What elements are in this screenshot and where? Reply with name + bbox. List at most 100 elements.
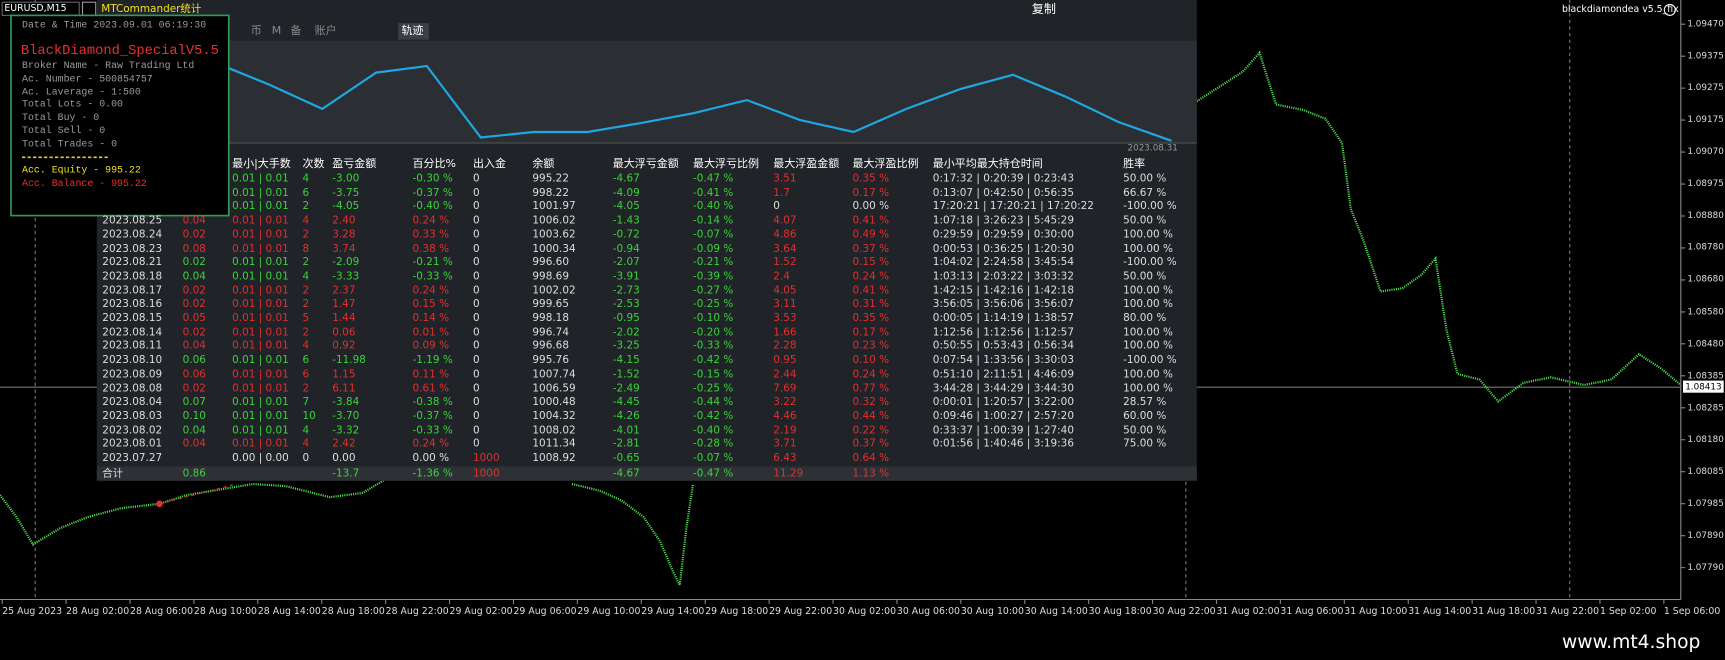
table-cell: -0.07 % bbox=[693, 228, 734, 241]
table-cell: 2 bbox=[302, 326, 310, 339]
table-cell: 0 bbox=[473, 284, 480, 297]
table-cell: 60.00 % bbox=[1123, 410, 1167, 423]
trade-marker bbox=[156, 500, 163, 508]
table-cell: 0.24 % bbox=[412, 214, 450, 227]
table-cell: 0.37 % bbox=[852, 242, 890, 255]
tab[interactable]: M bbox=[271, 25, 282, 38]
price-label: 1.08580 bbox=[1687, 306, 1724, 317]
time-label: 28 Aug 22:00 bbox=[385, 606, 449, 618]
table-cell: 0.07 bbox=[182, 396, 206, 409]
table-cell: 50.00 % bbox=[1123, 270, 1167, 283]
tab[interactable]: 币 bbox=[250, 25, 262, 38]
time-label: 30 Aug 10:00 bbox=[960, 606, 1024, 618]
table-cell: 0.17 % bbox=[852, 326, 890, 339]
table-cell: 2023.08.23 bbox=[102, 242, 163, 255]
table-cell: 2023.08.02 bbox=[102, 424, 163, 437]
table-cell: 1.44 bbox=[332, 312, 356, 325]
table-cell: -2.09 bbox=[332, 256, 360, 269]
table-header: 次数 bbox=[302, 158, 325, 171]
trade-line bbox=[159, 483, 237, 505]
table-cell: 0:29:59 | 0:29:59 | 0:30:00 bbox=[932, 228, 1074, 241]
table-cell: -100.00 % bbox=[1123, 354, 1177, 367]
table-cell: 2 bbox=[302, 200, 310, 213]
table-cell: 80.00 % bbox=[1123, 312, 1167, 325]
table-cell: 2023.08.04 bbox=[102, 396, 163, 409]
time-label: 29 Aug 02:00 bbox=[449, 606, 513, 618]
table-cell: 0.95 bbox=[773, 354, 797, 367]
time-label: 30 Aug 14:00 bbox=[1024, 606, 1088, 618]
table-cell: 3.22 bbox=[773, 396, 797, 409]
time-label: 31 Aug 22:00 bbox=[1536, 606, 1600, 618]
tab[interactable]: 账户 bbox=[314, 25, 337, 38]
table-cell: 2.44 bbox=[773, 368, 797, 381]
table-cell: 0.01 | 0.01 bbox=[232, 368, 289, 381]
info-line: Broker Name - Raw Trading Ltd bbox=[22, 60, 195, 72]
table-cell: 2023.08.17 bbox=[102, 284, 163, 297]
total-cell: -0.47 % bbox=[693, 466, 734, 480]
table-cell: -3.75 bbox=[332, 186, 360, 199]
table-cell: 3:44:28 | 3:44:29 | 3:44:30 bbox=[932, 382, 1074, 395]
table-cell: 998.69 bbox=[532, 270, 569, 283]
table-cell: -1.43 bbox=[612, 214, 640, 227]
table-cell: 2.37 bbox=[332, 284, 356, 297]
table-cell: -0.33 % bbox=[693, 340, 734, 353]
time-label: 30 Aug 22:00 bbox=[1152, 606, 1216, 618]
table-cell: -4.45 bbox=[612, 396, 640, 409]
table-cell: 0 bbox=[473, 326, 480, 339]
table-cell: 6 bbox=[302, 186, 310, 199]
table-cell: 8 bbox=[302, 242, 310, 255]
table-cell: 0.01 | 0.01 bbox=[232, 396, 289, 409]
table-cell: 0 bbox=[473, 214, 480, 227]
table-cell: 0.10 % bbox=[852, 354, 890, 367]
table-cell: -0.65 bbox=[612, 452, 640, 465]
table-cell: -0.14 % bbox=[693, 214, 734, 227]
table-cell: 0.31 % bbox=[852, 298, 890, 311]
tab-active-bg[interactable] bbox=[398, 23, 429, 40]
time-label: 29 Aug 06:00 bbox=[513, 606, 577, 618]
table-cell: 996.74 bbox=[532, 326, 569, 339]
price-label: 1.08880 bbox=[1687, 210, 1724, 221]
table-cell: 1000.48 bbox=[532, 396, 576, 409]
table-cell: 1011.34 bbox=[532, 438, 576, 451]
table-cell: 0.10 bbox=[182, 410, 206, 423]
table-cell: 0:01:56 | 1:40:46 | 3:19:36 bbox=[932, 438, 1074, 451]
table-cell: 50.00 % bbox=[1123, 214, 1167, 227]
time-label: 31 Aug 10:00 bbox=[1344, 606, 1408, 618]
price-label: 1.08780 bbox=[1687, 242, 1724, 253]
table-cell: 100.00 % bbox=[1123, 326, 1173, 339]
table-cell: 0.14 % bbox=[412, 312, 450, 325]
equity-line bbox=[228, 64, 1172, 142]
price-label: 1.07890 bbox=[1687, 530, 1724, 541]
table-cell: 0.49 % bbox=[852, 228, 890, 241]
table-cell: 3.28 bbox=[332, 228, 356, 241]
table-cell: -2.81 bbox=[612, 438, 640, 451]
table-cell: -0.37 % bbox=[412, 186, 453, 199]
table-cell: -0.20 % bbox=[693, 326, 734, 339]
table-cell: 0.01 | 0.01 bbox=[232, 256, 289, 269]
table-cell: -0.94 bbox=[612, 242, 640, 255]
tab-active[interactable]: 轨迹 bbox=[401, 25, 424, 38]
table-cell: 0.35 % bbox=[852, 312, 890, 325]
table-cell: 2 bbox=[302, 298, 310, 311]
table-header: 出入金 bbox=[473, 158, 506, 171]
table-cell: 0.04 bbox=[182, 270, 206, 283]
table-cell: 0 bbox=[473, 312, 480, 325]
table-header: 最大浮盈金额 bbox=[773, 158, 840, 171]
table-cell: 0.01 | 0.01 bbox=[232, 242, 289, 255]
time-label: 30 Aug 06:00 bbox=[896, 606, 960, 618]
table-cell: 0.00 % bbox=[412, 452, 450, 465]
table-header: 最大浮亏金额 bbox=[612, 158, 679, 171]
total-cell: 1.13 % bbox=[852, 466, 890, 480]
table-cell: 0.02 bbox=[182, 256, 206, 269]
table-cell: -4.09 bbox=[612, 186, 640, 199]
table-cell: -0.21 % bbox=[412, 256, 453, 269]
table-cell: 3.51 bbox=[773, 172, 797, 185]
table-cell: 50.00 % bbox=[1123, 172, 1167, 185]
time-label: 29 Aug 18:00 bbox=[705, 606, 769, 618]
tab[interactable]: 备 bbox=[290, 25, 302, 38]
table-cell: 1:03:13 | 2:03:22 | 3:03:32 bbox=[932, 270, 1074, 283]
copy-button[interactable]: 复制 bbox=[1031, 2, 1056, 17]
price-label: 1.09275 bbox=[1687, 82, 1724, 93]
table-cell: 0 bbox=[473, 270, 480, 283]
